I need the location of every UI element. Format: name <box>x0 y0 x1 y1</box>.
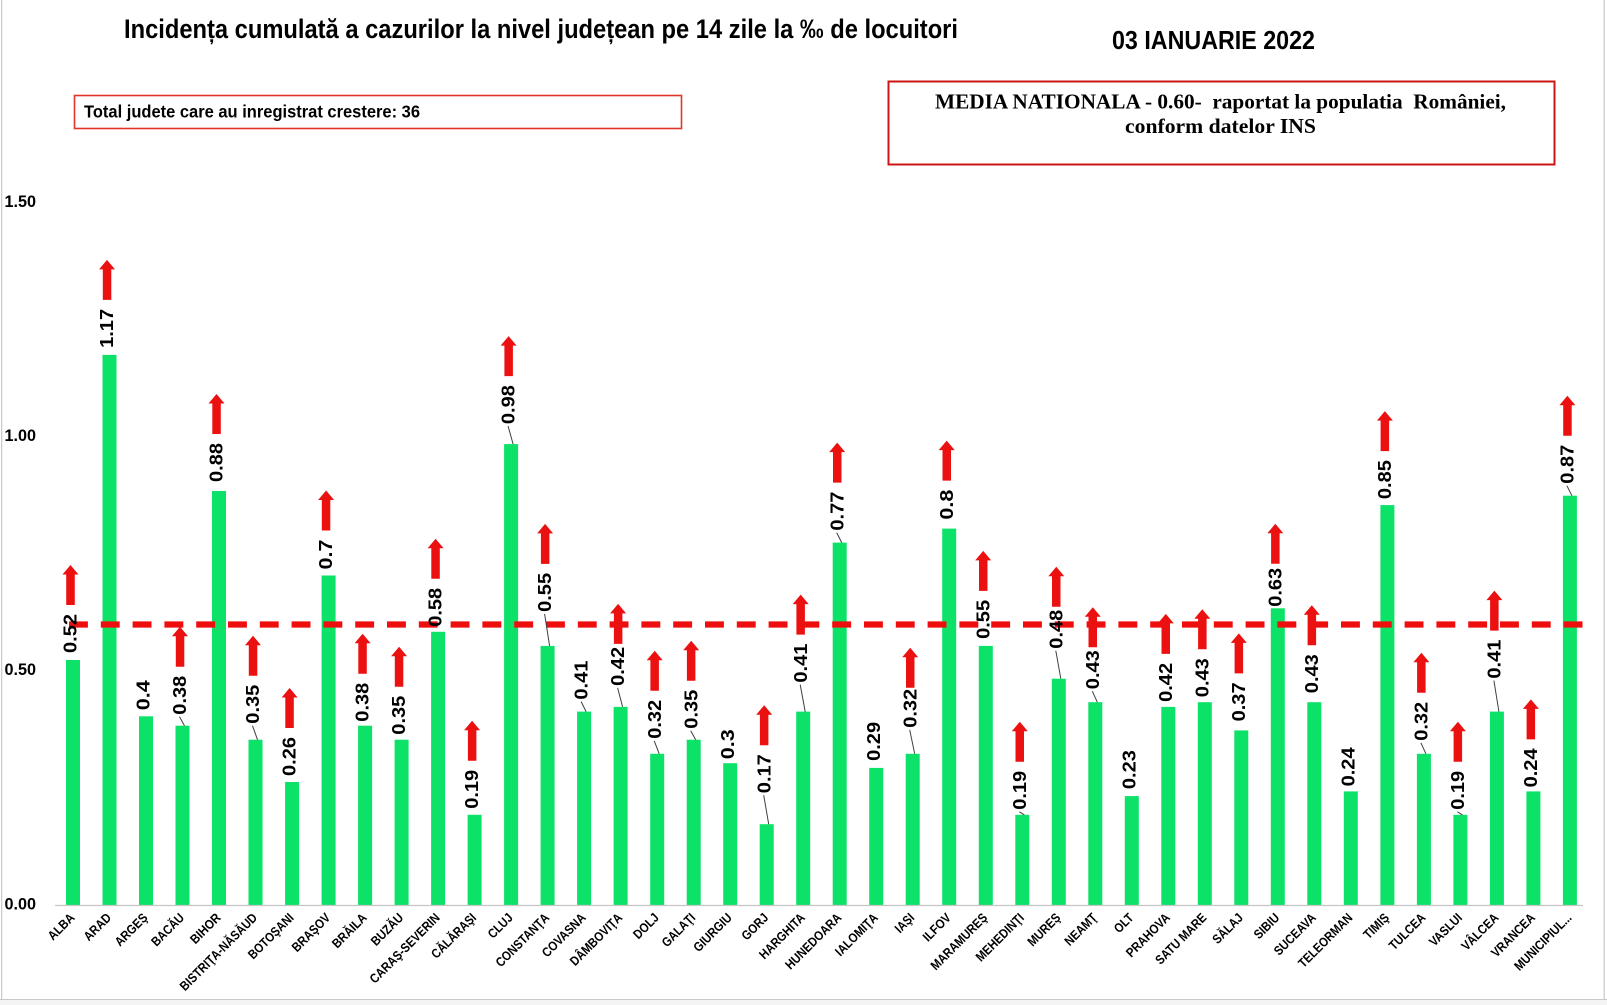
svg-text:03 IANUARIE 2022: 03 IANUARIE 2022 <box>1112 25 1315 55</box>
svg-text:conform datelor INS: conform datelor INS <box>1125 114 1316 138</box>
svg-text:0.38: 0.38 <box>170 676 190 715</box>
svg-text:0.26: 0.26 <box>280 737 300 776</box>
svg-text:0.23: 0.23 <box>1119 750 1139 789</box>
svg-text:0.63: 0.63 <box>1265 568 1285 607</box>
svg-text:0.41: 0.41 <box>791 644 811 683</box>
svg-text:0.55: 0.55 <box>973 600 993 639</box>
svg-text:0.3: 0.3 <box>718 729 738 759</box>
svg-text:Total judete care au inregistr: Total judete care au inregistrat crester… <box>84 101 420 121</box>
svg-text:0.32: 0.32 <box>1412 702 1432 741</box>
svg-text:0.98: 0.98 <box>499 385 519 424</box>
svg-text:0.35: 0.35 <box>243 685 263 724</box>
svg-text:0.52: 0.52 <box>61 614 81 653</box>
svg-text:0.32: 0.32 <box>900 689 920 728</box>
svg-text:0.00: 0.00 <box>5 895 37 914</box>
svg-text:0.4: 0.4 <box>134 680 154 710</box>
svg-text:0.58: 0.58 <box>426 588 446 627</box>
svg-text:1.00: 1.00 <box>5 426 37 445</box>
svg-text:0.24: 0.24 <box>1338 747 1358 786</box>
svg-text:0.35: 0.35 <box>389 696 409 735</box>
svg-text:0.19: 0.19 <box>1010 771 1030 810</box>
svg-text:0.17: 0.17 <box>754 754 774 793</box>
svg-text:0.37: 0.37 <box>1229 682 1249 721</box>
svg-text:0.35: 0.35 <box>681 690 701 729</box>
svg-text:0.87: 0.87 <box>1558 445 1578 484</box>
svg-text:0.7: 0.7 <box>316 540 336 570</box>
svg-text:0.43: 0.43 <box>1083 650 1103 689</box>
svg-text:Incidența cumulată a cazurilor: Incidența cumulată a cazurilor la nivel … <box>124 14 958 44</box>
svg-text:0.19: 0.19 <box>1448 771 1468 810</box>
svg-text:0.55: 0.55 <box>535 573 555 612</box>
svg-text:0.24: 0.24 <box>1521 748 1541 787</box>
svg-text:MEDIA NATIONALA - 0.60- rapor: MEDIA NATIONALA - 0.60- raportat la popu… <box>935 90 1506 114</box>
svg-text:0.43: 0.43 <box>1192 658 1212 697</box>
svg-text:0.77: 0.77 <box>827 492 847 531</box>
svg-text:0.8: 0.8 <box>937 490 957 520</box>
svg-text:0.29: 0.29 <box>864 722 884 761</box>
svg-text:0.38: 0.38 <box>353 683 373 722</box>
svg-text:0.42: 0.42 <box>608 647 628 686</box>
svg-text:0.50: 0.50 <box>5 660 37 679</box>
svg-text:0.19: 0.19 <box>462 770 482 809</box>
svg-text:0.42: 0.42 <box>1156 663 1176 702</box>
svg-text:0.48: 0.48 <box>1046 610 1066 649</box>
svg-text:0.32: 0.32 <box>645 700 665 739</box>
svg-text:1.50: 1.50 <box>5 192 37 211</box>
svg-text:1.17: 1.17 <box>97 309 117 348</box>
svg-text:0.43: 0.43 <box>1302 654 1322 693</box>
svg-text:0.88: 0.88 <box>207 443 227 482</box>
svg-text:0.85: 0.85 <box>1375 460 1395 499</box>
svg-text:0.41: 0.41 <box>572 661 592 700</box>
svg-text:0.41: 0.41 <box>1485 640 1505 679</box>
